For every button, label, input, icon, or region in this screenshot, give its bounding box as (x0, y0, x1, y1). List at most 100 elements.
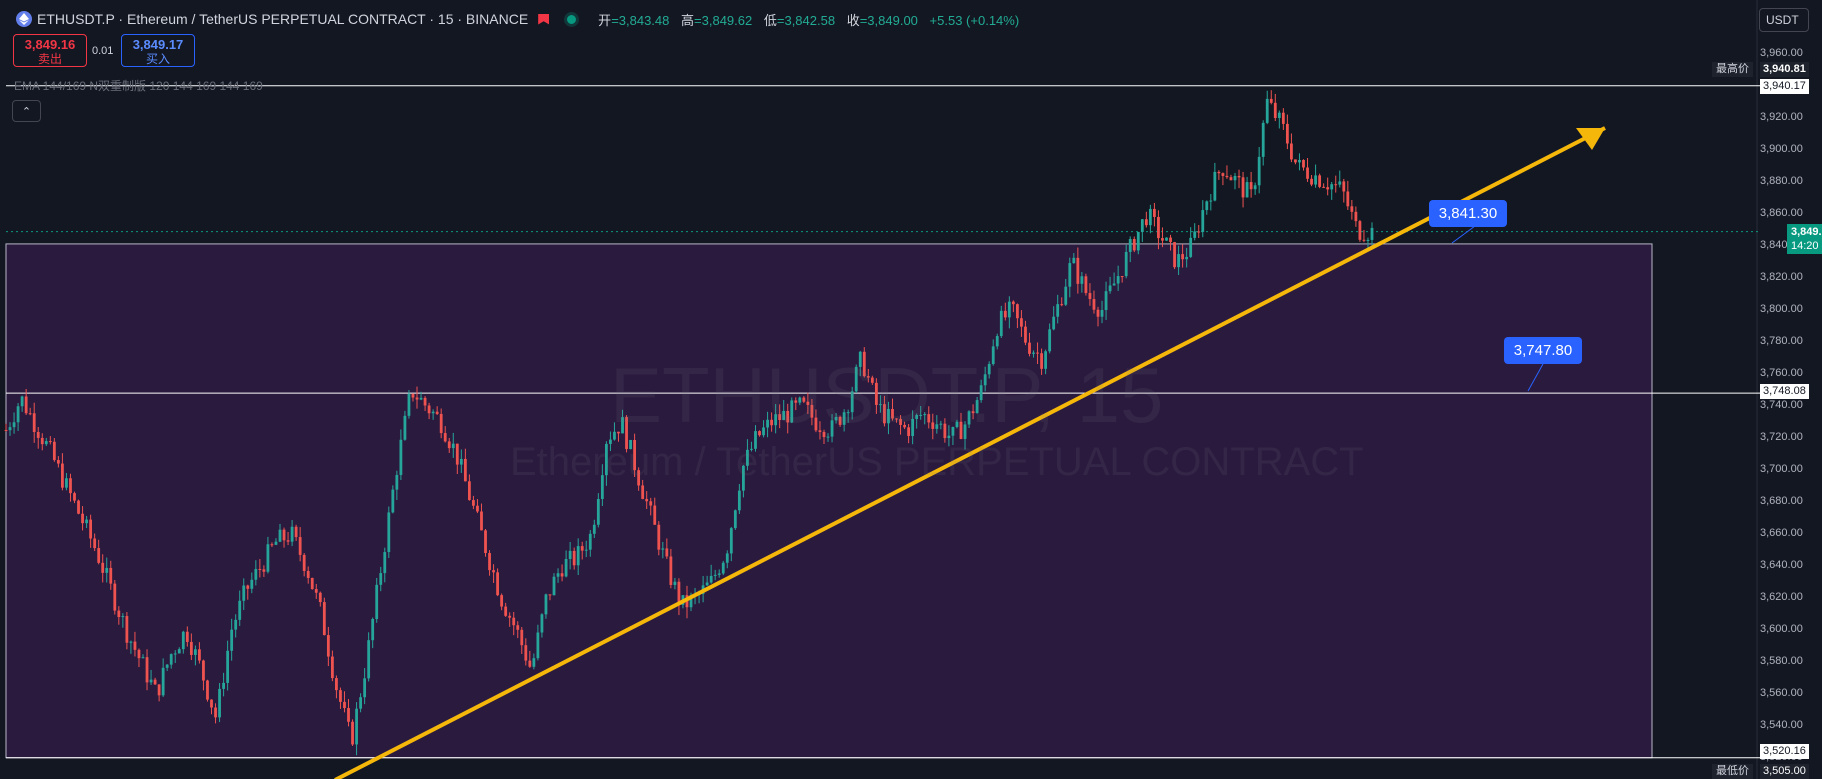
candle-body (411, 393, 415, 398)
candle-body (451, 443, 455, 449)
flag-icon[interactable] (538, 13, 550, 25)
buy-button[interactable]: 3,849.17 买入 (121, 34, 195, 67)
candle-body (198, 649, 201, 661)
candle-body (536, 632, 540, 659)
candle-body (1096, 309, 1100, 317)
candle-body (1269, 98, 1273, 103)
candle-body (467, 481, 471, 501)
candle-body (963, 424, 967, 439)
candle-body (971, 411, 975, 414)
candle-body (459, 458, 463, 465)
candle-body (1161, 238, 1164, 241)
candle-body (927, 414, 931, 423)
candle-body (1028, 342, 1031, 354)
candle-body (1040, 353, 1043, 369)
candle-body (1056, 304, 1060, 317)
symbol-title[interactable]: ETHUSDT.P · Ethereum / TetherUS PERPETUA… (37, 11, 529, 27)
candle-body (1197, 231, 1201, 233)
candle-body (1209, 200, 1213, 202)
lot-size[interactable]: 0.01 (92, 45, 114, 57)
candle-body (1362, 239, 1366, 241)
candle-body (210, 699, 213, 708)
price-callout-low[interactable]: 3,747.80 (1504, 337, 1582, 364)
candle-body (1330, 184, 1334, 190)
candle-body (1181, 254, 1185, 260)
low-label: 低 (763, 12, 777, 28)
callout-low-pointer (1527, 363, 1544, 392)
candle-body (1032, 352, 1035, 354)
candle-body (1205, 201, 1209, 211)
candle-body (842, 412, 846, 425)
candle-body (302, 554, 306, 571)
candle-body (895, 418, 898, 420)
candle-body (56, 460, 60, 464)
candle-body (923, 414, 927, 416)
candle-body (274, 541, 278, 545)
candle-body (1084, 276, 1088, 294)
candle-body (371, 619, 375, 641)
candle-body (472, 500, 475, 506)
price-axis-tick: 3,800.00 (1760, 303, 1803, 315)
price-axis-tick: 3,680.00 (1760, 495, 1803, 507)
candle-body (661, 548, 665, 550)
candle-body (298, 537, 302, 555)
ohlc-readout: 开=3,843.48 高=3,849.62 低=3,842.58 收=3,849… (598, 10, 1027, 29)
candle-body (947, 435, 951, 439)
candle-body (931, 422, 935, 429)
candle-body (258, 568, 262, 570)
candle-body (1036, 352, 1039, 354)
candle-body (1064, 286, 1068, 305)
candle-body (564, 558, 568, 577)
candle-body (339, 690, 342, 702)
sell-price: 3,849.16 (24, 37, 76, 52)
candle-body (419, 397, 423, 400)
candle-body (806, 401, 810, 405)
candle-body (137, 649, 141, 659)
candle-body (375, 584, 379, 620)
candle-body (1253, 185, 1257, 190)
currency-select[interactable]: USDT (1759, 8, 1809, 32)
candle-body (355, 708, 358, 745)
candle-body (218, 688, 221, 718)
sell-button[interactable]: 3,849.16 卖出 (13, 34, 87, 67)
bottom-line-tag: 3,520.16 (1760, 744, 1809, 759)
trendline-arrowhead (1576, 128, 1605, 150)
candle-body (1060, 304, 1064, 306)
candle-body (157, 684, 161, 696)
candle-body (439, 413, 443, 434)
candle-body (383, 552, 387, 574)
candle-body (1201, 210, 1205, 232)
candle-body (572, 550, 576, 566)
collapse-legend-button[interactable]: ⌃ (12, 100, 41, 122)
candle-body (359, 697, 362, 709)
candle-body (214, 707, 217, 718)
candle-body (447, 441, 451, 449)
candle-body (117, 610, 121, 618)
candle-body (173, 653, 177, 655)
candle-body (1148, 208, 1152, 226)
candle-body (270, 544, 274, 546)
buy-price: 3,849.17 (132, 37, 184, 52)
indicator-legend[interactable]: EMA 144/169 N双重制版 120 144 169 144 169 (14, 79, 263, 93)
candle-body (858, 351, 862, 367)
candle-body (1092, 299, 1096, 310)
candle-body (548, 594, 552, 596)
candle-body (1112, 283, 1116, 286)
price-callout-high[interactable]: 3,841.30 (1429, 200, 1507, 227)
price-axis-tick: 3,860.00 (1760, 207, 1803, 219)
low-value: =3,842.58 (776, 12, 836, 28)
candle-body (1294, 159, 1297, 163)
candle-body (391, 489, 395, 513)
high-label: 高 (681, 12, 695, 28)
candle-body (32, 413, 36, 432)
candle-body (1016, 304, 1019, 319)
candle-body (93, 538, 97, 549)
candle-body (758, 431, 761, 436)
candle-body (979, 385, 983, 401)
candle-body (862, 351, 866, 377)
candle-body (266, 544, 270, 572)
candle-body (1044, 351, 1048, 369)
candle-body (403, 415, 407, 440)
candle-body (1245, 182, 1249, 198)
